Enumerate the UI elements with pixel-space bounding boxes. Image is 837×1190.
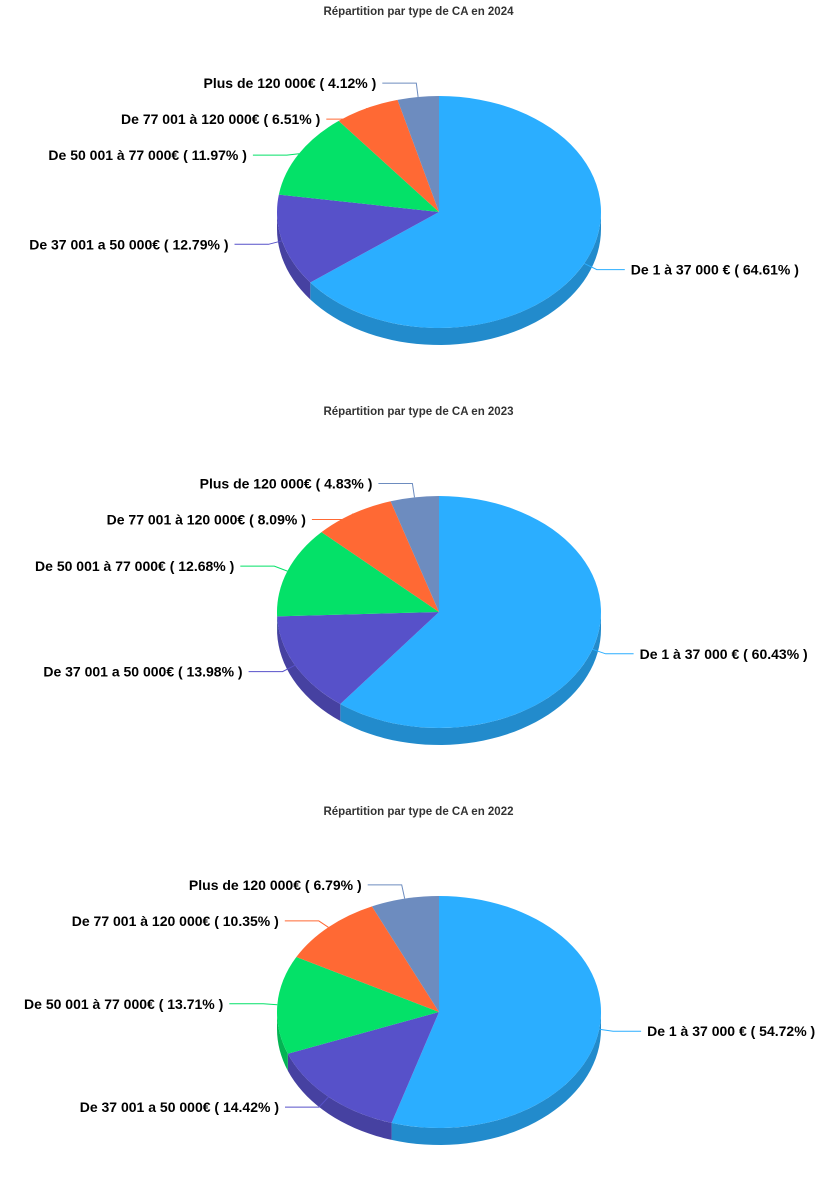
- pie-chart-canvas: De 1 à 37 000 € ( 54.72% ) De 37 001 a 50…: [0, 800, 837, 1190]
- slice-label-plus-de-120000: Plus de 120 000€ ( 4.12% ): [204, 75, 377, 91]
- leader-line-de-50001-a-77000: [253, 154, 299, 155]
- leader-line-plus-de-120000: [378, 484, 414, 498]
- leader-line-de-1-a-37000: [599, 1029, 641, 1031]
- slice-label-de-50001-a-77000: De 50 001 à 77 000€ ( 12.68% ): [35, 558, 234, 574]
- leader-line-de-50001-a-77000: [229, 1004, 277, 1005]
- pie-chart-2024: Répartition par type de CA en 2024 De 1 …: [0, 0, 837, 390]
- leader-line-de-37001-a-50000: [235, 241, 283, 245]
- pie-chart-canvas: De 1 à 37 000 € ( 64.61% ) De 37 001 a 50…: [0, 0, 837, 390]
- leader-line-plus-de-120000: [368, 885, 405, 899]
- slice-label-de-1-a-37000: De 1 à 37 000 € ( 64.61% ): [631, 262, 799, 278]
- slice-label-de-77001-a-120000: De 77 001 à 120 000€ ( 8.09% ): [107, 512, 306, 528]
- leader-line-plus-de-120000: [382, 83, 418, 97]
- slice-label-de-1-a-37000: De 1 à 37 000 € ( 54.72% ): [647, 1023, 815, 1039]
- slice-label-de-77001-a-120000: De 77 001 à 120 000€ ( 6.51% ): [121, 111, 320, 127]
- leader-line-de-1-a-37000: [592, 649, 633, 654]
- pie-chart-2023: Répartition par type de CA en 2023 De 1 …: [0, 400, 837, 790]
- slice-label-de-37001-a-50000: De 37 001 a 50 000€ ( 14.42% ): [80, 1099, 279, 1115]
- pie-chart-2022: Répartition par type de CA en 2022 De 1 …: [0, 800, 837, 1190]
- slice-label-plus-de-120000: Plus de 120 000€ ( 4.83% ): [200, 476, 373, 492]
- leader-line-de-50001-a-77000: [240, 566, 287, 571]
- slice-label-de-50001-a-77000: De 50 001 à 77 000€ ( 13.71% ): [24, 996, 223, 1012]
- leader-line-de-77001-a-120000: [285, 921, 329, 927]
- slice-label-plus-de-120000: Plus de 120 000€ ( 6.79% ): [189, 877, 362, 893]
- slice-label-de-50001-a-77000: De 50 001 à 77 000€ ( 11.97% ): [48, 147, 246, 163]
- slice-label-de-37001-a-50000: De 37 001 a 50 000€ ( 12.79% ): [29, 236, 228, 252]
- slice-label-de-1-a-37000: De 1 à 37 000 € ( 60.43% ): [640, 646, 808, 662]
- slice-label-de-37001-a-50000: De 37 001 a 50 000€ ( 13.98% ): [43, 664, 242, 680]
- pie-chart-canvas: De 1 à 37 000 € ( 60.43% ) De 37 001 a 50…: [0, 400, 837, 790]
- slice-label-de-77001-a-120000: De 77 001 à 120 000€ ( 10.35% ): [72, 913, 279, 929]
